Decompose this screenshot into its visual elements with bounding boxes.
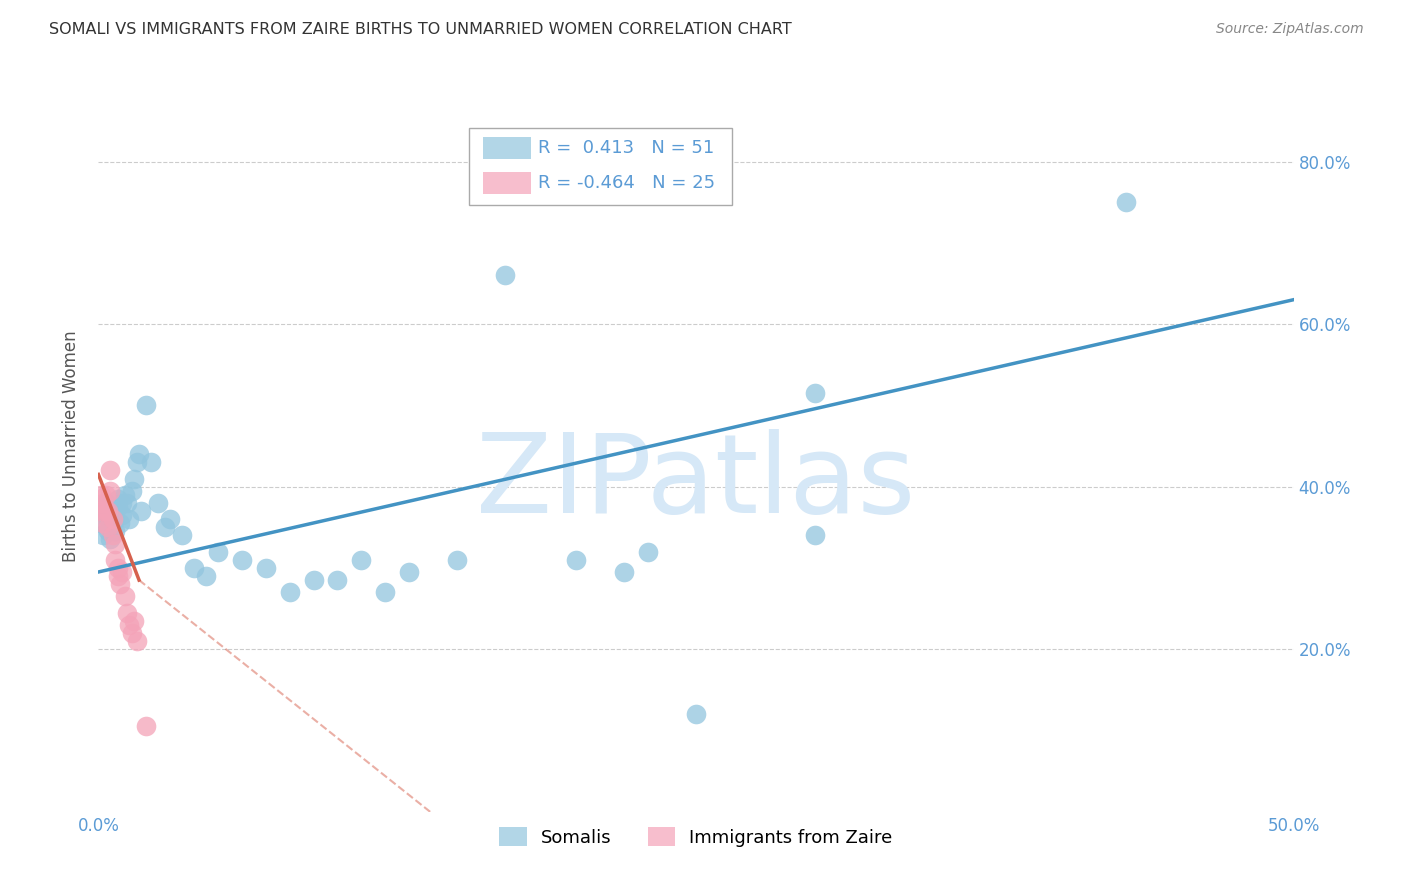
Point xyxy=(107,500,129,514)
Point xyxy=(118,617,141,632)
Text: ZIPatlas: ZIPatlas xyxy=(477,429,915,536)
Point xyxy=(97,504,120,518)
Point xyxy=(115,606,138,620)
Point xyxy=(90,516,112,531)
Point xyxy=(195,569,218,583)
Point xyxy=(101,504,124,518)
FancyBboxPatch shape xyxy=(484,171,531,194)
Point xyxy=(131,504,153,518)
Point xyxy=(111,496,134,510)
Point xyxy=(97,512,120,526)
Point xyxy=(374,585,396,599)
Point xyxy=(115,496,138,510)
Point xyxy=(94,504,117,518)
Point xyxy=(254,561,277,575)
Point xyxy=(107,491,129,506)
Point xyxy=(278,585,301,599)
Point xyxy=(159,512,181,526)
Point xyxy=(398,565,420,579)
Legend: Somalis, Immigrants from Zaire: Somalis, Immigrants from Zaire xyxy=(492,820,900,854)
Point xyxy=(124,614,146,628)
FancyBboxPatch shape xyxy=(484,137,531,160)
Point xyxy=(121,483,143,498)
Point xyxy=(104,553,127,567)
Point xyxy=(97,524,120,539)
Point xyxy=(90,488,112,502)
Point xyxy=(104,524,127,539)
Point xyxy=(685,707,707,722)
Point xyxy=(104,536,127,550)
Point xyxy=(91,496,114,510)
Point xyxy=(108,516,131,531)
Point xyxy=(124,471,146,485)
Point xyxy=(94,488,117,502)
Text: R =  0.413   N = 51: R = 0.413 N = 51 xyxy=(538,139,714,157)
Point xyxy=(101,512,124,526)
Text: R = -0.464   N = 25: R = -0.464 N = 25 xyxy=(538,174,716,192)
Point xyxy=(98,512,122,526)
Point xyxy=(804,528,827,542)
Text: SOMALI VS IMMIGRANTS FROM ZAIRE BIRTHS TO UNMARRIED WOMEN CORRELATION CHART: SOMALI VS IMMIGRANTS FROM ZAIRE BIRTHS T… xyxy=(49,22,792,37)
Point xyxy=(94,504,117,518)
Point xyxy=(446,553,468,567)
Point xyxy=(91,528,114,542)
Point xyxy=(1115,195,1137,210)
Point xyxy=(326,573,349,587)
Point xyxy=(111,508,134,522)
Point xyxy=(231,553,253,567)
Point xyxy=(183,561,205,575)
Point xyxy=(804,386,827,401)
Point xyxy=(101,516,124,531)
Y-axis label: Births to Unmarried Women: Births to Unmarried Women xyxy=(62,330,80,562)
Point xyxy=(114,488,136,502)
Point xyxy=(94,496,117,510)
Point xyxy=(350,553,373,567)
Point xyxy=(90,504,112,518)
Point xyxy=(98,463,122,477)
Point xyxy=(104,512,127,526)
Point xyxy=(121,626,143,640)
Point xyxy=(613,565,636,579)
Point xyxy=(565,553,588,567)
Point xyxy=(155,520,177,534)
Point xyxy=(114,590,136,604)
Text: Source: ZipAtlas.com: Source: ZipAtlas.com xyxy=(1216,22,1364,37)
Point xyxy=(494,268,516,283)
Point xyxy=(107,561,129,575)
Point xyxy=(135,719,157,733)
Point xyxy=(135,398,157,412)
Point xyxy=(148,496,170,510)
Point xyxy=(637,544,659,558)
Point xyxy=(91,516,114,531)
Point xyxy=(207,544,229,558)
FancyBboxPatch shape xyxy=(470,128,733,204)
Point xyxy=(97,520,120,534)
Point xyxy=(107,569,129,583)
Point xyxy=(139,455,162,469)
Point xyxy=(98,483,122,498)
Point xyxy=(118,512,141,526)
Point xyxy=(98,533,122,547)
Point xyxy=(172,528,194,542)
Point xyxy=(128,447,150,461)
Point xyxy=(125,634,148,648)
Point xyxy=(125,455,148,469)
Point xyxy=(108,577,131,591)
Point xyxy=(302,573,325,587)
Point xyxy=(111,565,134,579)
Point xyxy=(101,528,124,542)
